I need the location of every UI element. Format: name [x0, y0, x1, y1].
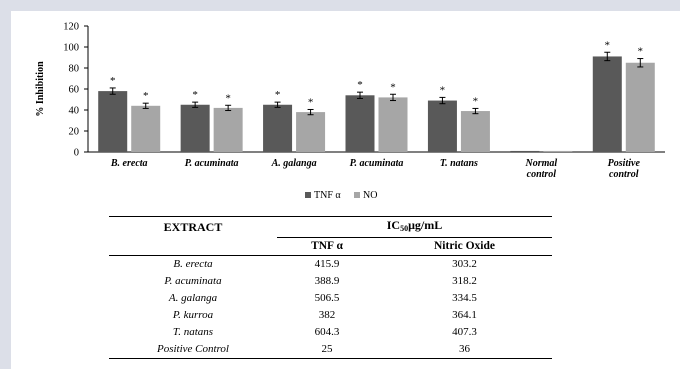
significance-star: * — [638, 46, 644, 58]
no-ic50: 407.3 — [452, 326, 477, 338]
y-tick-label: 80 — [69, 64, 80, 75]
col-header-ic50: IC50μg/mL — [277, 216, 552, 238]
x-tick-label: Positive — [608, 158, 641, 169]
col-header-extract: EXTRACT — [109, 216, 277, 238]
ic50-label: IC — [386, 218, 401, 232]
bar — [345, 95, 375, 152]
table-row: A. galanga 506.5 334.5 — [109, 290, 552, 307]
extract-name: Positive Control — [109, 341, 277, 359]
y-tick-label: 20 — [69, 127, 80, 138]
table-row: P. acuminata 388.9 318.2 — [109, 273, 552, 290]
extract-name: A. galanga — [168, 292, 218, 304]
page-border-left — [0, 0, 11, 369]
ic50-subscript: 50 — [400, 224, 409, 233]
bar — [510, 150, 540, 152]
bar-chart: 0 20 40 60 80 100 120 % Inhibition * * B. erecta * *… — [35, 22, 665, 201]
table-header-row: EXTRACT IC50μg/mL — [109, 216, 552, 238]
x-tick-label: P. acuminata — [350, 158, 404, 169]
significance-star: * — [225, 92, 231, 104]
bar — [378, 97, 408, 152]
bar — [427, 100, 457, 152]
legend-swatch — [305, 192, 311, 198]
table-row: Positive Control 25 36 — [109, 341, 552, 359]
significance-star: * — [110, 75, 116, 87]
y-axis-label: % Inhibition — [35, 61, 46, 117]
ic50-unit: μg/mL — [408, 218, 443, 232]
x-tick-label: control — [609, 169, 639, 180]
x-tick-label: B. erecta — [110, 158, 148, 169]
legend-swatch — [354, 192, 360, 198]
x-tick-label: A. galanga — [271, 158, 317, 169]
table-row: P. kurroa 382 364.1 — [109, 307, 552, 324]
no-ic50: 318.2 — [452, 275, 477, 287]
x-tick-label: Normal — [525, 158, 558, 169]
tnf-ic50: 415.9 — [314, 258, 340, 270]
significance-star: * — [390, 81, 396, 93]
extract-name: P. acuminata — [164, 275, 222, 287]
bar — [460, 111, 490, 152]
bar — [180, 104, 210, 152]
extract-name: P. kurroa — [172, 309, 214, 321]
significance-star: * — [605, 39, 611, 51]
extract-name: T. natans — [172, 326, 214, 338]
tnf-ic50: 25 — [277, 341, 377, 359]
bar — [213, 107, 243, 152]
significance-star: * — [308, 96, 314, 108]
tnf-ic50: 382 — [318, 309, 336, 321]
tnf-ic50: 388.9 — [314, 275, 340, 287]
no-ic50: 303.2 — [452, 258, 477, 270]
no-ic50: 364.1 — [452, 309, 477, 321]
col-header-no: Nitric Oxide — [377, 237, 552, 256]
y-tick-label: 100 — [63, 43, 79, 54]
page-border-top — [0, 0, 680, 11]
significance-star: * — [143, 90, 149, 102]
tnf-ic50: 506.5 — [314, 292, 340, 304]
significance-star: * — [357, 79, 363, 91]
tnf-ic50: 604.3 — [314, 326, 340, 338]
col-header-tnf: TNF α — [277, 237, 377, 256]
significance-star: * — [192, 89, 198, 101]
significance-star: * — [473, 95, 479, 107]
no-ic50: 36 — [377, 341, 552, 359]
significance-star: * — [440, 84, 446, 96]
bar — [98, 91, 128, 152]
bar — [263, 104, 293, 152]
x-tick-label: T. natans — [440, 158, 478, 169]
y-tick-label: 40 — [69, 106, 80, 117]
bar — [296, 112, 326, 152]
ic50-table: EXTRACT IC50μg/mL TNF α Nitric Oxide B. … — [109, 216, 552, 359]
no-ic50: 334.5 — [452, 292, 477, 304]
y-tick-label: 120 — [63, 22, 79, 33]
bar — [592, 56, 622, 153]
table-row: B. erecta 415.9 303.2 — [109, 256, 552, 274]
legend-label: TNF α — [314, 190, 341, 201]
extract-name: B. erecta — [173, 258, 213, 270]
bar — [131, 105, 161, 152]
col-header-blank — [109, 237, 277, 256]
table-row: T. natans 604.3 407.3 — [109, 324, 552, 341]
y-tick-label: 0 — [74, 148, 79, 159]
bar — [625, 62, 655, 152]
x-tick-label: P. acuminata — [185, 158, 239, 169]
table-subheader-row: TNF α Nitric Oxide — [109, 237, 552, 256]
y-tick-label: 60 — [69, 85, 80, 96]
legend-label: NO — [363, 190, 377, 201]
bar — [543, 150, 573, 152]
x-tick-label: control — [527, 169, 557, 180]
significance-star: * — [275, 89, 281, 101]
